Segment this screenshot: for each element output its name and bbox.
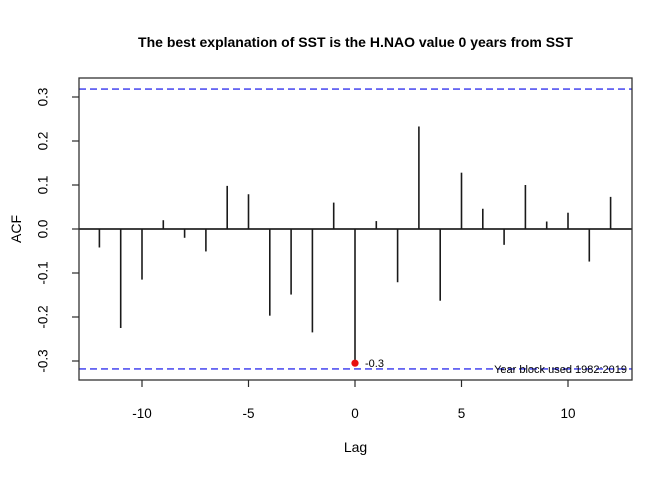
x-tick-label: 0 <box>351 406 359 421</box>
x-tick-label: -5 <box>242 406 254 421</box>
highlight-point <box>351 359 359 367</box>
y-tick-label: 0.2 <box>36 132 51 151</box>
x-tick-label: 10 <box>560 406 575 421</box>
y-tick-label: 0.0 <box>36 220 51 239</box>
acf-bars <box>98 126 612 364</box>
y-tick-label: -0.2 <box>36 305 51 328</box>
confidence-bounds <box>79 88 632 370</box>
x-axis-ticks: -10 -5 0 5 10 <box>132 380 576 421</box>
highlight-point-label: -0.3 <box>365 358 384 370</box>
y-tick-label: 0.3 <box>36 88 51 107</box>
plot-title: The best explanation of SST is the H.NAO… <box>138 34 573 50</box>
y-tick-label: -0.1 <box>36 261 51 284</box>
x-axis-label: Lag <box>343 439 368 455</box>
year-block-annotation: Year block used 1982:2019 <box>494 364 627 376</box>
x-tick-label: 5 <box>458 406 466 421</box>
y-axis-ticks: 0.3 0.2 0.1 0.0 -0.1 -0.2 -0.3 <box>36 88 79 373</box>
y-tick-label: -0.3 <box>36 349 51 372</box>
x-tick-label: -10 <box>132 406 152 421</box>
y-tick-label: 0.1 <box>36 176 51 195</box>
